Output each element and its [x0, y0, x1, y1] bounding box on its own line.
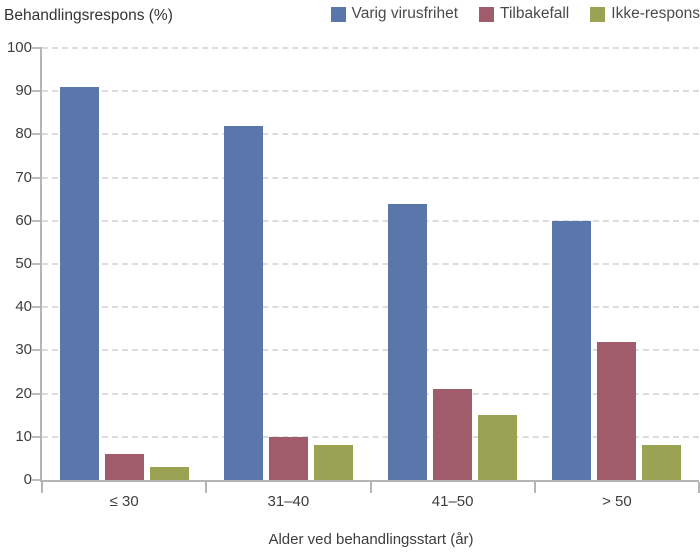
x-axis-category-label: ≤ 30: [109, 493, 139, 510]
bar: [268, 436, 308, 480]
bar-group: [535, 48, 699, 480]
legend-label: Varig virusfrihet: [351, 5, 459, 22]
legend-swatch: [479, 6, 495, 22]
bar: [149, 467, 189, 480]
x-axis-category-label: 31–40: [267, 493, 310, 510]
bar: [642, 445, 682, 480]
y-axis-tick: [32, 392, 40, 395]
bar: [478, 415, 518, 480]
y-axis-tick: [32, 479, 40, 481]
bar: [433, 389, 473, 480]
y-axis-line: [40, 47, 42, 482]
y-axis-tick: [32, 349, 40, 352]
y-axis-tick: [32, 90, 40, 93]
y-axis-tick-label: 50: [15, 255, 32, 273]
bar: [388, 203, 428, 480]
y-axis-tick: [32, 263, 40, 265]
legend-label: Ikke-respons: [611, 5, 700, 22]
y-axis-tick: [32, 306, 40, 309]
gridline: [42, 219, 699, 222]
y-axis-tick-label: 20: [15, 384, 32, 402]
y-axis-tick-label: 30: [15, 341, 32, 359]
y-axis-tick: [32, 47, 40, 49]
gridline: [42, 133, 699, 136]
plot-area: 0 10 20 30 40 50 60 70 80 90 100 ≤ 30 31–40 41–50 > 50: [7, 39, 700, 510]
gridline: [42, 306, 699, 309]
y-axis-tick-label: 60: [15, 211, 32, 229]
bar: [59, 86, 99, 480]
bar: [223, 125, 263, 480]
bar-group: [42, 48, 206, 480]
legend-swatch: [330, 6, 346, 22]
y-axis-tick: [32, 176, 40, 179]
x-axis-tick: [698, 482, 700, 493]
gridline: [42, 263, 699, 265]
x-axis-title: Alder ved behandlingsstart (år): [268, 531, 474, 548]
y-axis-tick: [32, 219, 40, 222]
x-axis-tick: [41, 482, 43, 493]
gridline: [42, 90, 699, 93]
y-axis-tick: [32, 133, 40, 136]
legend-item: Varig virusfrihet: [330, 5, 459, 23]
x-axis-category-label: > 50: [602, 493, 632, 510]
bar-group: [206, 48, 370, 480]
bar: [597, 341, 637, 480]
x-axis-tick: [369, 482, 372, 493]
gridline: [42, 392, 699, 395]
x-axis-category-label: 41–50: [431, 493, 474, 510]
legend-item: Ikke-respons: [590, 5, 700, 23]
bar: [552, 220, 592, 480]
chart-title: Behandlingsrespons (%): [4, 7, 173, 24]
y-axis-tick-label: 0: [23, 471, 32, 489]
bar: [104, 454, 144, 480]
gridline: [42, 47, 699, 49]
gridline: [42, 435, 699, 438]
legend-swatch: [590, 6, 606, 22]
legend-item: Tilbakefall: [479, 5, 569, 23]
x-axis-tick: [533, 482, 536, 493]
y-axis-tick-label: 90: [15, 82, 32, 100]
y-axis-tick: [32, 435, 40, 438]
bar-group: [371, 48, 535, 480]
y-axis-tick-label: 10: [15, 427, 32, 445]
gridline: [42, 349, 699, 352]
x-axis-tick: [205, 482, 208, 493]
bar: [313, 445, 353, 480]
gridline: [42, 176, 699, 179]
y-axis-tick-label: 80: [15, 125, 32, 143]
y-axis-tick-label: 70: [15, 168, 32, 186]
y-axis-tick-label: 100: [6, 39, 32, 57]
x-axis-line: [40, 480, 699, 482]
legend: Varig virusfrihet Tilbakefall Ikke-respons: [330, 5, 700, 23]
y-axis-tick-label: 40: [15, 298, 32, 316]
legend-label: Tilbakefall: [500, 5, 570, 22]
